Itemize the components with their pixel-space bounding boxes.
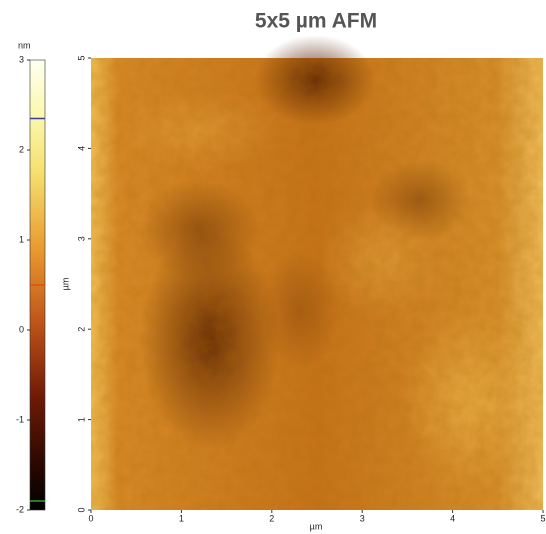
colorbar-tick-label: -2 [16,504,24,514]
x-tick-label: 0 [88,513,93,523]
colorbar-tick-label: 0 [19,324,24,334]
colorbar-tick-label: -1 [16,414,24,424]
y-tick-label: 5 [76,55,86,60]
x-tick-label: 5 [540,513,545,523]
colorbar-tick-label: 3 [19,54,24,64]
x-axis-label: µm [310,521,323,531]
chart-title: 5x5 µm AFM [255,10,377,33]
y-tick-label: 0 [76,507,86,512]
colorbar-tick-label: 1 [19,234,24,244]
x-tick-label: 4 [450,513,455,523]
x-tick-label: 3 [360,513,365,523]
y-tick-label: 2 [76,327,86,332]
colorbar-tick-label: 2 [19,144,24,154]
y-axis-label: µm [60,278,70,291]
y-tick-label: 4 [76,146,86,151]
y-tick-label: 1 [76,417,86,422]
y-tick-label: 3 [76,236,86,241]
colorbar-label: nm [18,40,31,50]
x-tick-label: 1 [179,513,184,523]
afm-image [91,35,543,510]
x-tick-label: 2 [269,513,274,523]
